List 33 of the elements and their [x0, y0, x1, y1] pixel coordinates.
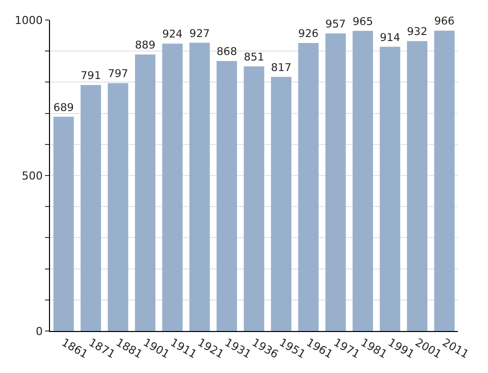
data-label: 868 — [216, 45, 238, 58]
data-label: 791 — [80, 69, 101, 82]
bar — [135, 54, 156, 331]
data-label: 932 — [407, 25, 428, 38]
data-label: 965 — [352, 14, 373, 28]
data-label: 689 — [53, 100, 74, 114]
bar — [189, 42, 210, 331]
data-label: 926 — [298, 27, 319, 40]
data-label: 957 — [325, 17, 346, 30]
bar — [407, 41, 428, 331]
bar — [216, 61, 237, 331]
data-label: 851 — [244, 50, 264, 64]
bar — [380, 46, 400, 331]
bar — [434, 30, 455, 331]
data-label: 817 — [271, 60, 292, 74]
bar — [108, 83, 128, 331]
bar — [80, 85, 101, 331]
data-label: 927 — [189, 26, 210, 40]
data-label: 914 — [380, 30, 400, 44]
data-label: 966 — [434, 14, 455, 28]
bar — [162, 44, 183, 331]
bar — [244, 66, 264, 331]
y-tick-label: 1000 — [14, 14, 43, 27]
y-tick-label: 500 — [22, 169, 43, 182]
bar — [53, 116, 74, 331]
bar — [298, 43, 319, 331]
bar — [352, 30, 373, 331]
y-tick-label: 0 — [36, 324, 43, 338]
bar — [271, 76, 292, 331]
bar — [325, 33, 346, 331]
data-label: 797 — [108, 67, 128, 80]
data-label: 889 — [135, 38, 156, 52]
data-label: 924 — [162, 28, 183, 41]
